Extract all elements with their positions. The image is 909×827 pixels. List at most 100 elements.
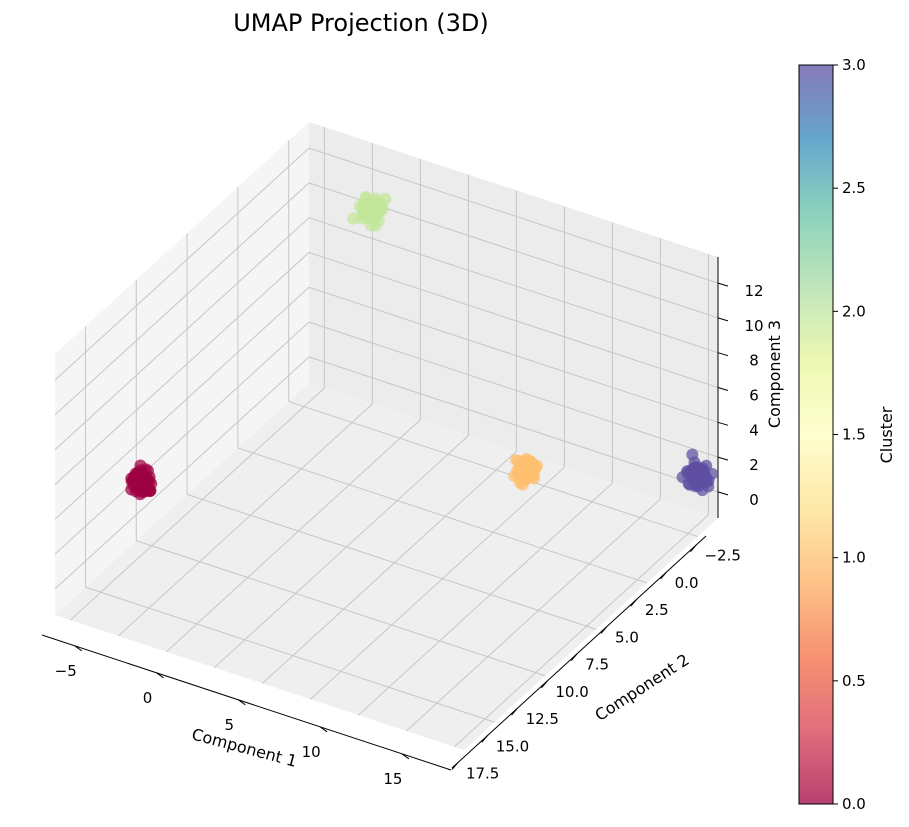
grid-y-floor: [454, 514, 709, 748]
y-tick-label: 17.5: [466, 765, 499, 783]
scatter-point: [360, 206, 373, 219]
x-tick-label: 0: [143, 689, 153, 707]
scatter-point: [359, 191, 372, 203]
scatter-point: [145, 477, 158, 490]
grid-x-floor: [136, 540, 546, 677]
grid-y-floor: [118, 403, 373, 637]
y-tick: [511, 707, 518, 716]
y-tick-label: 2.5: [645, 601, 669, 619]
scatter-point: [364, 219, 377, 232]
x-axis-label: Component 1: [190, 725, 299, 771]
y-tick-label: 12.5: [526, 710, 559, 728]
y-tick-label: 10.0: [555, 683, 588, 701]
colorbar-tick-label: 3.0: [842, 56, 866, 74]
grid-y-floor: [166, 419, 421, 653]
y-tick: [541, 680, 548, 689]
colorbar-label: Cluster: [877, 406, 896, 463]
scatter-points: [125, 191, 719, 501]
cluster-0: [125, 459, 158, 501]
grid-z-left: [54, 286, 310, 520]
colorbar-tick-label: 0.0: [842, 795, 866, 813]
scatter-point: [131, 468, 144, 481]
z-tick-label: 2: [749, 456, 759, 474]
x-tick-label: 10: [302, 743, 321, 761]
grid-z-left: [54, 147, 310, 381]
z-tick-label: 6: [749, 387, 759, 405]
colorbar-tick-label: 1.5: [842, 426, 866, 444]
z-tick-label: 12: [744, 282, 763, 300]
y-tick: [630, 598, 638, 607]
y-tick: [660, 571, 668, 580]
z-axis-label: Component 3: [765, 320, 784, 428]
x-tick-label: −5: [55, 662, 77, 680]
y-tick: [570, 653, 578, 661]
grid-y-floor: [214, 435, 469, 668]
cluster-2: [347, 191, 392, 232]
colorbar-tick-label: 1.0: [842, 549, 866, 567]
x-axis-line: [41, 634, 452, 771]
grid-y-floor: [406, 498, 661, 732]
axis-panes: [55, 122, 718, 750]
y-tick: [451, 762, 459, 770]
x-tick-label: 5: [225, 716, 235, 734]
grid-z-back: [308, 147, 719, 284]
grid-z-left: [54, 182, 310, 416]
y-tick: [481, 734, 489, 743]
grid-z-left: [54, 252, 310, 485]
z-tick: [717, 317, 729, 322]
colorbar-tick-label: 2.0: [842, 302, 866, 320]
z-tick: [717, 282, 729, 287]
z-tick: [717, 491, 729, 496]
grid-x-floor: [85, 586, 495, 723]
z-tick: [717, 387, 729, 391]
grid-z-left: [54, 356, 310, 590]
grid-z-left: [54, 321, 310, 555]
grid-z-back: [308, 217, 719, 354]
x-tick: [74, 645, 83, 652]
colorbar-tick-label: 0.5: [842, 672, 866, 690]
grid-z-back: [308, 286, 719, 423]
scatter-point: [519, 469, 531, 482]
y-tick: [600, 626, 608, 634]
grid-y-floor: [70, 387, 325, 621]
z-tick-label: 0: [749, 491, 759, 509]
chart-title: UMAP Projection (3D): [233, 9, 489, 37]
scatter-point: [686, 448, 699, 461]
z-tick-label: 10: [744, 317, 763, 335]
grid-y-floor: [310, 466, 565, 700]
x-tick: [238, 699, 246, 706]
x-tick: [319, 726, 328, 733]
scatter-point: [379, 193, 392, 205]
scatter-point: [132, 480, 144, 493]
colorbar: [799, 65, 833, 804]
grid-z-back: [308, 356, 719, 493]
grid-z-back: [308, 321, 719, 458]
colorbar-ticks: 0.0 0.5 1.0 1.5 2.0 2.5 3.0: [833, 56, 866, 813]
x-tick: [401, 753, 410, 760]
scatter-point: [692, 462, 705, 474]
y-tick-label: −2.5: [704, 547, 740, 565]
grid-x-floor: [288, 401, 698, 538]
scatter-point: [696, 484, 709, 497]
z-tick: [717, 456, 729, 461]
x-tick-label: 15: [383, 770, 402, 788]
cluster-1: [508, 452, 544, 491]
grid-z-left: [54, 217, 310, 451]
scatter-point: [374, 202, 387, 215]
grid-z-back: [308, 252, 719, 388]
z-tick-label: 8: [749, 352, 759, 370]
y-tick-label: 15.0: [496, 737, 529, 755]
scatter-point: [682, 477, 695, 490]
floor-pane: [55, 383, 718, 750]
grid-lines: [54, 127, 719, 748]
y-tick-label: 0.0: [675, 574, 699, 592]
cluster-3: [676, 448, 719, 497]
tick-marks: −5 0 5 10 15 −2.5 0.0 2.5 5.0 7.5 10.0 12.5 15.0 17.5…: [55, 282, 764, 788]
z-tick-label: 4: [749, 421, 759, 439]
y-tick: [690, 544, 697, 553]
grid-y-floor: [358, 482, 613, 716]
grid-x-floor: [186, 493, 597, 630]
x-tick: [156, 672, 164, 679]
z-tick: [717, 352, 729, 357]
